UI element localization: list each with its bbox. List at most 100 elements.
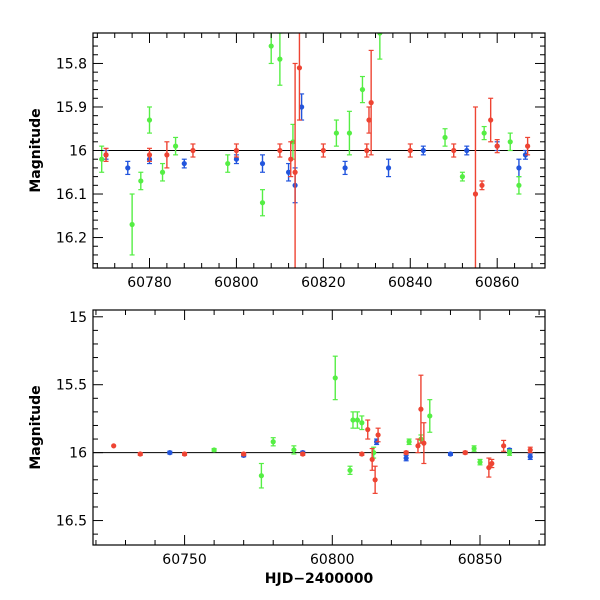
y-tick-label: 16 — [69, 144, 87, 160]
data-point — [372, 477, 378, 483]
data-point — [172, 143, 179, 149]
data-point — [233, 156, 240, 162]
bottom-panel: 60750 60800 60850 15 15.5 16 16.5 Magnitude HJD−… — [28, 309, 546, 587]
data-point — [385, 165, 392, 171]
data-point — [359, 86, 366, 93]
data-point — [359, 420, 365, 426]
data-point — [146, 117, 153, 123]
data-point — [111, 443, 117, 449]
data-point — [403, 455, 409, 461]
data-point — [164, 152, 170, 158]
data-point — [138, 178, 144, 184]
data-point — [415, 443, 421, 449]
data-point — [516, 165, 522, 171]
data-point — [129, 221, 135, 228]
series-1 — [99, 33, 522, 256]
data-point — [167, 450, 173, 456]
data-point — [459, 174, 466, 180]
x-tick-label: 60850 — [458, 552, 503, 568]
data-point — [364, 147, 370, 154]
data-point — [292, 169, 298, 175]
data-point — [421, 440, 427, 446]
data-point — [332, 375, 338, 381]
data-point — [365, 426, 371, 433]
x-axis-title: HJD−2400000 — [265, 571, 374, 587]
data-point — [277, 147, 283, 154]
data-point — [525, 143, 531, 149]
data-point — [350, 417, 356, 423]
data-point — [427, 413, 433, 419]
data-point — [507, 139, 513, 145]
y-tick-label: 16.5 — [56, 514, 87, 530]
x-tick-label: 60860 — [475, 275, 520, 291]
y-tick-label: 15.9 — [56, 100, 87, 116]
y-axis-title: Magnitude — [28, 385, 44, 469]
data-point — [137, 451, 143, 457]
data-point — [420, 147, 426, 154]
data-point — [403, 450, 409, 456]
data-point — [486, 464, 492, 471]
x-tick-label: 60800 — [214, 275, 259, 291]
y-tick-label: 16.2 — [56, 231, 87, 247]
data-point — [377, 33, 383, 36]
data-layer — [99, 33, 531, 268]
data-point — [442, 134, 448, 141]
data-point — [190, 147, 196, 154]
data-point — [501, 443, 507, 449]
data-point — [407, 147, 413, 154]
data-point — [369, 456, 375, 463]
data-point — [320, 147, 326, 154]
series-1 — [211, 355, 513, 489]
data-point — [527, 454, 533, 460]
data-point — [291, 447, 297, 453]
data-point — [241, 451, 247, 457]
y-tick-label: 15.8 — [56, 56, 87, 72]
data-point — [225, 160, 231, 167]
data-point — [296, 65, 303, 71]
data-point — [146, 152, 153, 158]
data-point — [159, 169, 166, 175]
data-point — [103, 152, 109, 158]
data-point — [488, 117, 494, 123]
data-point — [268, 43, 274, 49]
y-tick-label: 16 — [69, 446, 87, 462]
data-point — [125, 165, 131, 171]
series-2 — [103, 33, 531, 268]
data-point — [406, 439, 412, 445]
data-point — [471, 445, 477, 452]
data-point — [299, 104, 305, 110]
series-2 — [111, 374, 533, 494]
data-point — [277, 56, 283, 62]
data-point — [347, 467, 353, 473]
data-point — [300, 451, 306, 457]
y-tick-label: 15 — [69, 310, 87, 326]
data-point — [516, 182, 522, 188]
data-point — [506, 450, 513, 456]
x-tick-label: 60840 — [388, 275, 433, 291]
data-point — [346, 130, 353, 136]
data-point — [451, 147, 457, 154]
plot-frame — [92, 309, 546, 546]
data-point — [99, 156, 105, 162]
x-tick-label: 60800 — [310, 552, 355, 568]
data-point — [211, 447, 217, 453]
data-point — [259, 160, 266, 167]
x-tick-label: 60780 — [127, 275, 172, 291]
data-point — [354, 417, 361, 423]
data-point — [418, 406, 424, 412]
top-panel: 60780 60800 60820 60840 60860 15.8 15.9 16 16.1 1… — [28, 32, 546, 291]
data-layer — [111, 355, 533, 494]
x-tick-label: 60750 — [162, 552, 207, 568]
data-point — [270, 439, 276, 445]
data-point — [447, 451, 454, 457]
data-point — [342, 165, 348, 171]
data-point — [285, 169, 292, 175]
data-point — [477, 459, 483, 465]
data-point — [472, 191, 479, 197]
data-point — [259, 200, 266, 206]
data-point — [359, 451, 365, 457]
y-tick-label: 16.1 — [56, 187, 87, 203]
data-point — [333, 130, 339, 136]
data-point — [181, 451, 188, 457]
data-point — [288, 156, 294, 162]
